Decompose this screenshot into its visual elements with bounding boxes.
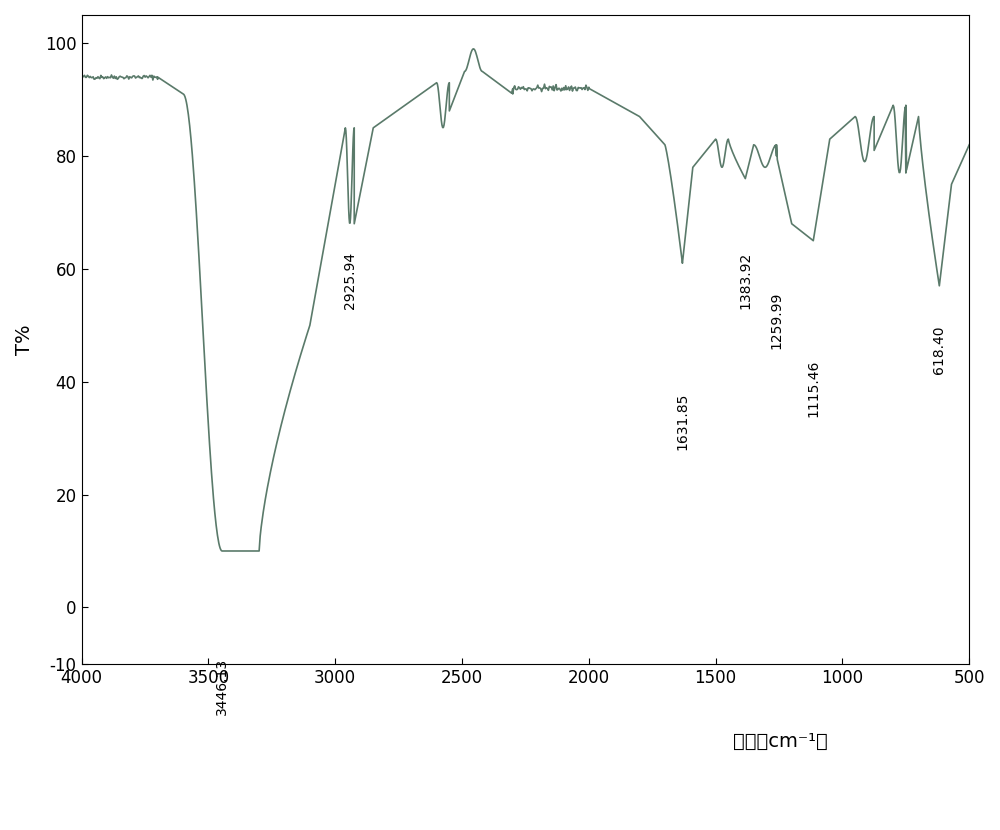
Text: 618.40: 618.40 <box>932 325 946 374</box>
Text: 波数（cm⁻¹）: 波数（cm⁻¹） <box>733 732 827 751</box>
Text: 1631.85: 1631.85 <box>675 393 689 451</box>
Text: 3446.13: 3446.13 <box>215 658 229 715</box>
Text: 1259.99: 1259.99 <box>770 291 784 349</box>
Text: 1115.46: 1115.46 <box>806 359 820 417</box>
Text: 2925.94: 2925.94 <box>343 252 357 309</box>
Text: 1383.92: 1383.92 <box>738 252 752 310</box>
Y-axis label: T%: T% <box>15 324 34 354</box>
